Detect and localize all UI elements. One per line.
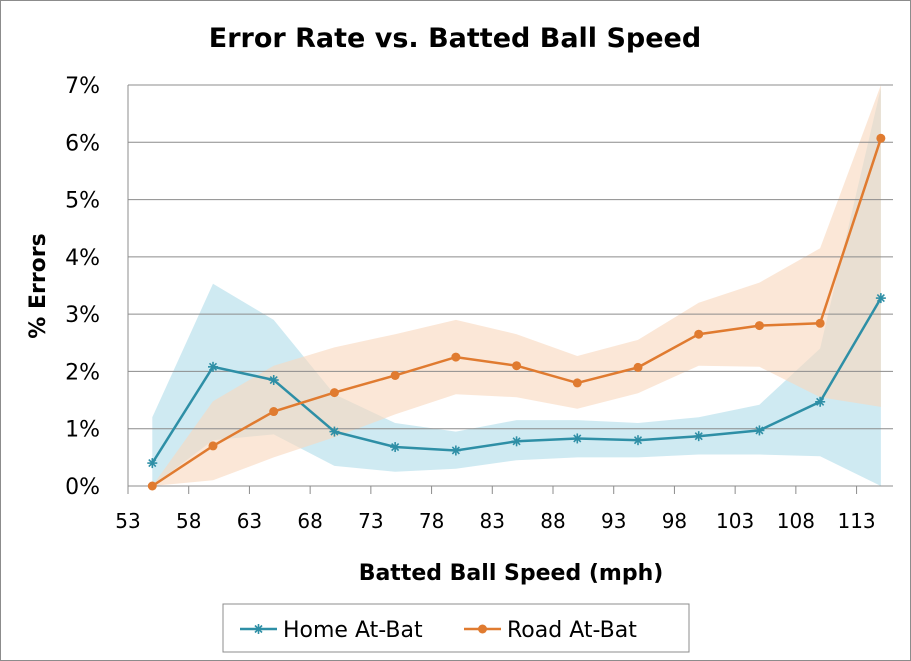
legend-label-road: Road At-Bat	[507, 618, 637, 643]
y-tick-label: 4%	[65, 246, 100, 271]
data-point-home	[147, 458, 158, 469]
y-tick-label: 6%	[65, 131, 100, 156]
legend: Home At-Bat Road At-Bat	[222, 603, 690, 653]
data-point-home	[754, 425, 765, 436]
legend-marker-home	[253, 624, 264, 634]
y-tick-label: 5%	[65, 189, 100, 214]
chart-title: Error Rate vs. Batted Ball Speed	[209, 23, 701, 54]
data-point-road	[451, 352, 461, 362]
gridlines	[127, 84, 893, 494]
data-point-road	[633, 362, 643, 372]
x-axis-label: Batted Ball Speed (mph)	[359, 561, 664, 586]
legend-box	[222, 603, 690, 653]
y-tick-label: 0%	[65, 475, 100, 500]
data-point-road	[754, 321, 764, 331]
confidence-bands	[152, 85, 881, 487]
x-tick-label: 78	[419, 509, 444, 533]
legend-label-home: Home At-Bat	[283, 618, 423, 643]
legend-marker-road	[478, 624, 487, 634]
data-point-home	[329, 426, 340, 437]
data-point-home	[390, 442, 401, 453]
x-tick-label: 98	[662, 509, 687, 533]
data-point-road	[147, 481, 157, 491]
x-tick-label: 113	[837, 509, 875, 533]
x-tick-label: 63	[237, 509, 262, 533]
x-tick-label: 108	[777, 509, 815, 533]
data-point-home	[208, 361, 218, 372]
data-point-home	[450, 445, 461, 456]
data-point-home	[572, 433, 583, 444]
y-axis-label: % Errors	[26, 233, 51, 339]
y-tick-labels: 0% 1% 2% 3% 4% 5% 6% 7%	[65, 74, 100, 500]
y-tick-label: 3%	[65, 303, 100, 328]
x-tick-label: 83	[480, 509, 505, 533]
data-point-road	[208, 441, 218, 451]
data-point-road	[269, 407, 279, 417]
y-tick-label: 2%	[65, 360, 100, 385]
data-point-road	[815, 318, 825, 328]
x-tick-label: 58	[176, 509, 201, 533]
x-tick-label: 93	[601, 509, 626, 533]
data-point-home	[875, 293, 886, 304]
y-tick-label: 1%	[65, 418, 100, 443]
band-home	[152, 87, 881, 487]
data-point-home	[693, 431, 704, 442]
x-tick-label: 103	[716, 509, 754, 533]
data-point-road	[572, 378, 582, 388]
data-point-home	[633, 435, 643, 446]
data-point-road	[390, 370, 400, 380]
x-tick-label: 88	[540, 509, 565, 533]
x-tick-label: 68	[297, 509, 322, 533]
y-tick-label: 7%	[65, 74, 100, 99]
data-point-home	[815, 396, 826, 407]
x-tick-label: 53	[115, 509, 140, 533]
data-point-home	[511, 436, 522, 447]
data-point-home	[268, 375, 279, 386]
band-road	[152, 85, 881, 486]
data-point-road	[694, 329, 704, 339]
data-point-road	[329, 388, 339, 398]
data-point-road	[876, 133, 886, 143]
x-tick-labels: 53 58 63 68 73 78 83 88 93 98 103 108 113	[115, 509, 875, 533]
data-point-road	[512, 361, 522, 371]
series-lines	[147, 133, 886, 491]
x-tick-label: 73	[358, 509, 383, 533]
